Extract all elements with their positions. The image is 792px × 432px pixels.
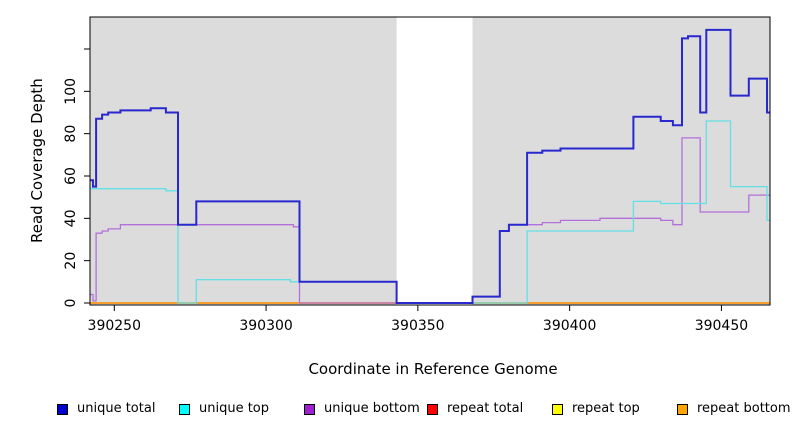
x-tick-label: 390450 <box>695 318 748 334</box>
masked-region <box>396 17 473 305</box>
legend-item-repeat-total: repeat total <box>427 401 523 417</box>
legend-swatch-unique-top <box>179 403 190 415</box>
legend-item-unique-total: unique total <box>57 401 155 417</box>
y-tick-label: 100 <box>63 78 79 105</box>
x-tick-label: 390300 <box>239 318 292 334</box>
legend-label-repeat-total: repeat total <box>447 401 524 416</box>
x-tick-label: 390250 <box>88 318 141 334</box>
legend-item-unique-top: unique top <box>179 401 269 417</box>
plot-box <box>89 16 771 306</box>
legend-swatch-unique-total <box>57 403 68 415</box>
legend-label-unique-top: unique top <box>199 401 270 416</box>
legend-item-repeat-bottom: repeat bottom <box>677 401 791 417</box>
x-axis-title: Coordinate in Reference Genome <box>308 360 558 378</box>
y-tick-label: 20 <box>63 252 79 270</box>
legend-item-repeat-top: repeat top <box>552 401 640 417</box>
series-unique-top <box>90 120 770 304</box>
legend-swatch-unique-bottom <box>304 403 315 415</box>
legend-swatch-repeat-bottom <box>677 403 688 415</box>
legend-label-repeat-top: repeat top <box>572 401 640 416</box>
legend-item-unique-bottom: unique bottom <box>304 401 420 417</box>
legend-swatch-repeat-top <box>552 403 563 415</box>
legend-label-unique-total: unique total <box>77 401 156 416</box>
legend-swatch-repeat-total <box>427 403 438 415</box>
y-tick-label: 80 <box>63 125 79 143</box>
legend-label-repeat-bottom: repeat bottom <box>697 401 791 416</box>
y-tick-label: 60 <box>63 167 79 185</box>
x-tick-label: 390350 <box>391 318 444 334</box>
y-axis-title: Read Coverage Depth <box>28 78 46 243</box>
legend-label-unique-bottom: unique bottom <box>324 401 420 416</box>
series-unique-total <box>90 28 770 304</box>
y-tick-label: 0 <box>63 299 79 308</box>
x-tick-label: 390400 <box>543 318 596 334</box>
y-tick-label: 40 <box>63 209 79 227</box>
